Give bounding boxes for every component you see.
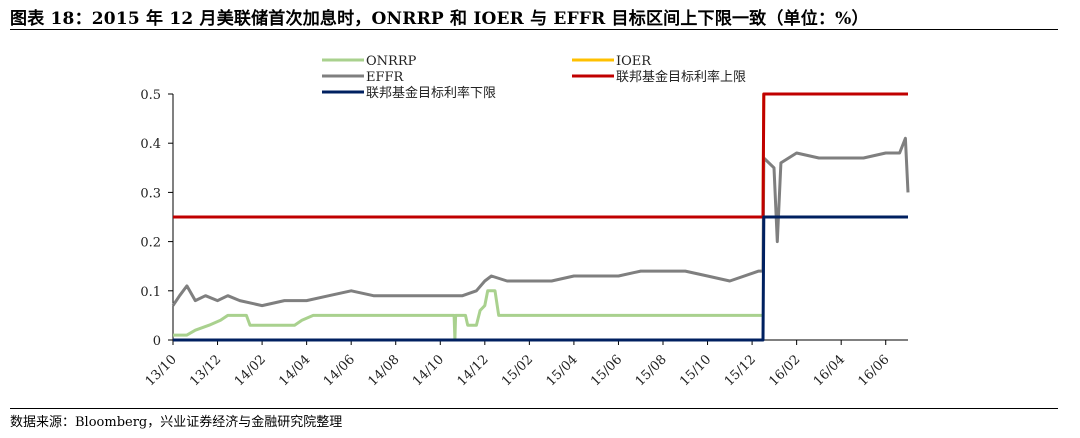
y-tick-label: 0.1: [140, 285, 161, 300]
x-tick-label: 15/06: [588, 352, 625, 389]
axes: 00.10.20.30.40.513/10 13/12 14/02 14/04 14/0…: [140, 88, 908, 389]
x-tick-label: 15/04: [544, 352, 581, 389]
series-line-upper-target: [173, 92, 908, 219]
series-layer: [171, 92, 910, 342]
source-note: 数据来源：Bloomberg，兴业证券经济与金融研究院整理: [10, 415, 343, 430]
x-tick-label: 14/02: [232, 352, 269, 389]
x-tick-label: 16/06: [855, 352, 892, 389]
y-tick-label: 0.4: [140, 137, 161, 152]
x-tick-label: 16/04: [811, 352, 848, 389]
chart-title: 图表 18：2015 年 12 月美联储首次加息时，ONRRP 和 IOER 与…: [10, 9, 869, 29]
x-tick-label: 15/12: [722, 352, 759, 389]
x-tick-label: 14/08: [365, 352, 402, 389]
legend-label-ioer: IOER: [616, 54, 652, 69]
x-tick-label: 14/06: [321, 352, 358, 389]
x-tick-label: 16/02: [766, 352, 803, 389]
series-line-ioer: [173, 92, 908, 219]
x-tick-label: 15/08: [633, 352, 670, 389]
legend-label-onrrp: ONRRP: [366, 54, 417, 69]
legend-label-upper-target: 联邦基金目标利率上限: [616, 69, 746, 85]
x-tick-label: 14/04: [276, 352, 313, 389]
x-tick-label: 13/10: [143, 352, 180, 389]
y-tick-label: 0.3: [140, 186, 161, 201]
title-rule: [10, 29, 1058, 30]
legend-label-lower-target: 联邦基金目标利率下限: [366, 85, 496, 101]
y-tick-label: 0: [153, 334, 161, 349]
series-line-onrrp: [173, 289, 763, 342]
x-tick-label: 14/10: [410, 352, 447, 389]
legend-label-effr: EFFR: [366, 70, 405, 85]
x-tick-label: 15/02: [499, 352, 536, 389]
series-line-lower-target: [173, 215, 908, 342]
y-tick-label: 0.2: [140, 236, 161, 251]
x-tick-label: 15/10: [677, 352, 714, 389]
x-tick-label: 14/12: [455, 352, 492, 389]
y-tick-label: 0.5: [140, 88, 161, 103]
chart-area: 00.10.20.30.40.513/10 13/12 14/02 14/04 14/0…: [140, 54, 910, 389]
x-tick-label: 13/12: [187, 352, 224, 389]
series-line-effr: [171, 136, 910, 308]
source-rule: [10, 408, 1058, 409]
